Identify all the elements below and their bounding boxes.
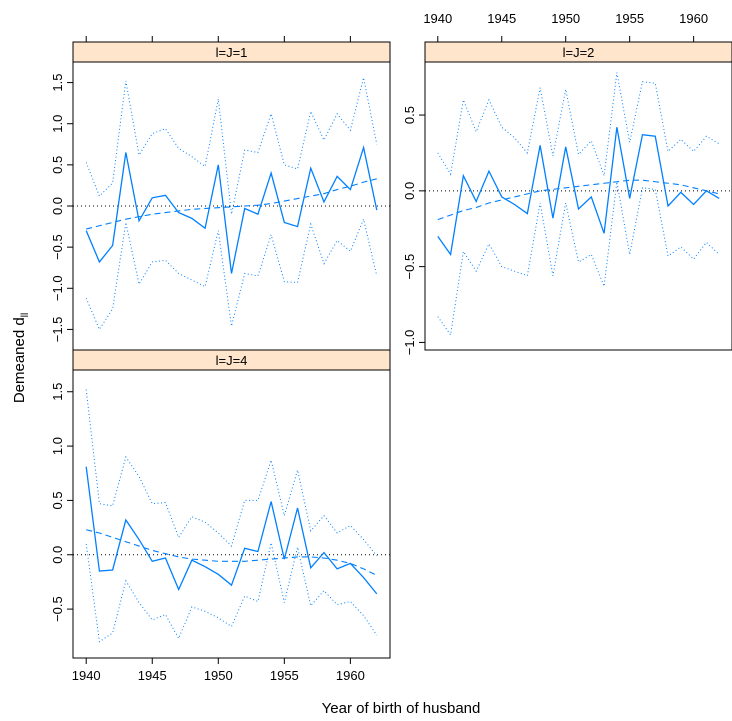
panel-1-trend-line bbox=[86, 178, 377, 230]
panel-2-frame bbox=[424, 41, 732, 351]
panel-2-strip-label: l=J=2 bbox=[563, 45, 595, 60]
panel-1: l=J=1 −1.5 −1.0 −0.5 0.0 0.5 1.0 1.5 bbox=[50, 36, 391, 351]
panel-3-y-tick-label: 1.5 bbox=[50, 383, 65, 401]
panel-2-x-tick-label: 1960 bbox=[679, 11, 708, 26]
panel-1-frame bbox=[72, 41, 391, 351]
panel-3-upper-band bbox=[85, 389, 378, 557]
panel-1-y-tick-label: −1.0 bbox=[50, 275, 65, 301]
panel-1-y-tick-label: 0.5 bbox=[50, 156, 65, 174]
panel-1-estimate-line bbox=[85, 145, 378, 274]
x-axis-title: Year of birth of husband bbox=[322, 700, 481, 717]
panel-3-x-tick-label: 1960 bbox=[336, 668, 365, 683]
panel-2-lower-band bbox=[437, 181, 720, 337]
panel-3-frame bbox=[72, 349, 391, 659]
panel-2-y-tick-label: −1.0 bbox=[402, 330, 417, 356]
panel-2-x-tick-label: 1940 bbox=[423, 11, 452, 26]
panel-2-trend-line bbox=[437, 179, 720, 221]
panel-2-x-tick-label: 1950 bbox=[551, 11, 580, 26]
panel-1-upper-band bbox=[85, 77, 378, 215]
panel-2-x-tick-label: 1945 bbox=[487, 11, 516, 26]
panel-3-trend-line bbox=[86, 529, 378, 576]
panel-2: l=J=2 −1.0 −0.5 0.0 0.5 1940 1945 1950 1955 1960 bbox=[402, 11, 732, 355]
panel-3: l=J=4 −0.5 0.0 0.5 1.0 1.5 1940 1945 1950 1955 196… bbox=[50, 349, 391, 683]
panel-3-strip-label: l=J=4 bbox=[216, 353, 248, 368]
panel-1-y-tick-label: 1.5 bbox=[50, 74, 65, 92]
y-axis-title-main: Demeaned d bbox=[11, 317, 28, 403]
panel-3-lower-band bbox=[85, 542, 378, 643]
panel-3-y-tick-label: 0.5 bbox=[50, 491, 65, 509]
panel-2-x-tick-label: 1955 bbox=[615, 11, 644, 26]
y-axis-title: Demeaned dll bbox=[11, 313, 31, 403]
panel-1-y-tick-label: 0.0 bbox=[50, 197, 65, 215]
panel-2-y-tick-label: 0.0 bbox=[402, 182, 417, 200]
panels-group: l=J=1 −1.5 −1.0 −0.5 0.0 0.5 1.0 1.5 l=J=2 −1.0 −0… bbox=[50, 11, 732, 683]
panel-3-x-tick-label: 1945 bbox=[138, 668, 167, 683]
panel-2-y-tick-label: −0.5 bbox=[402, 254, 417, 280]
panel-2-estimate-line bbox=[437, 127, 720, 257]
panel-1-y-tick-label: −1.5 bbox=[50, 317, 65, 343]
panel-3-x-tick-label: 1950 bbox=[204, 668, 233, 683]
panel-3-y-tick-label: 0.0 bbox=[50, 546, 65, 564]
panel-3-estimate-line bbox=[85, 466, 378, 595]
panel-3-x-tick-label: 1940 bbox=[72, 668, 101, 683]
panel-3-y-tick-label: −0.5 bbox=[50, 596, 65, 622]
panel-3-x-tick-label: 1955 bbox=[270, 668, 299, 683]
panel-1-y-tick-label: −0.5 bbox=[50, 234, 65, 260]
panel-2-y-tick-label: 0.5 bbox=[402, 106, 417, 124]
panel-1-strip-label: l=J=1 bbox=[216, 45, 248, 60]
panel-3-y-tick-label: 1.0 bbox=[50, 437, 65, 455]
panel-1-lower-band bbox=[85, 217, 378, 331]
panel-1-y-tick-label: 1.0 bbox=[50, 115, 65, 133]
panel-2-upper-band bbox=[437, 72, 720, 176]
y-axis-title-subscript: ll bbox=[20, 313, 31, 317]
